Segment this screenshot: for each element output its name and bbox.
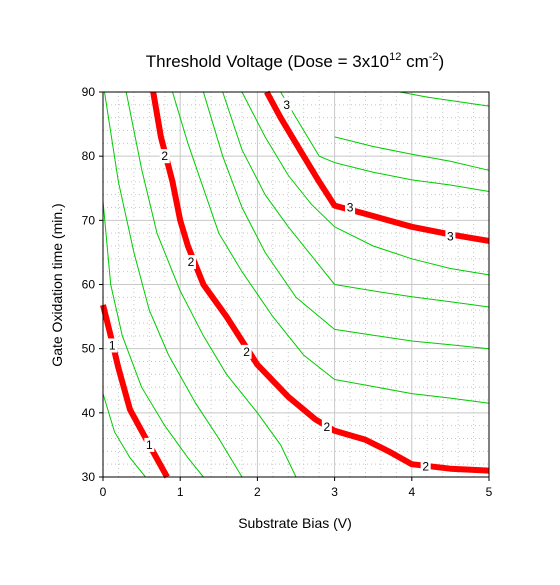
contour-label-bg bbox=[420, 459, 431, 474]
y-axis-ticks: 30 40 50 60 70 80 90 bbox=[82, 85, 103, 484]
y-tick-label: 80 bbox=[82, 149, 96, 163]
contour-label-text: 1 bbox=[109, 338, 116, 352]
minor-contour-line bbox=[334, 162, 490, 192]
minor-contour-line bbox=[241, 91, 335, 228]
contour-label-text: 2 bbox=[324, 420, 331, 434]
contour-label-bg bbox=[159, 149, 170, 164]
contour-label: 3 bbox=[445, 229, 456, 244]
y-tick-label: 60 bbox=[82, 278, 96, 292]
contour-label: 2 bbox=[241, 344, 252, 359]
chart-title-middle: cm bbox=[401, 52, 428, 71]
y-tick-label: 30 bbox=[82, 470, 96, 484]
contour-label-text: 2 bbox=[161, 149, 168, 163]
minor-contours bbox=[102, 91, 490, 478]
contour-label-text: 2 bbox=[422, 460, 429, 474]
contour-label-text: 2 bbox=[188, 255, 195, 269]
y-tick-label: 50 bbox=[82, 342, 96, 356]
minor-contour-line bbox=[172, 91, 335, 380]
contour-label: 2 bbox=[321, 419, 332, 434]
contour-label: 2 bbox=[159, 149, 170, 164]
x-tick-label: 1 bbox=[177, 485, 184, 499]
contour-label-bg bbox=[345, 200, 356, 215]
minor-contour-line bbox=[202, 91, 335, 330]
minor-contour-line bbox=[334, 328, 490, 350]
minor-contour-line bbox=[334, 379, 490, 404]
x-tick-label: 4 bbox=[408, 485, 415, 499]
x-axis-ticks: 0 1 2 3 4 5 bbox=[100, 477, 493, 499]
x-tick-label: 2 bbox=[254, 485, 261, 499]
minor-contour-line bbox=[104, 91, 243, 478]
minor-contour-line bbox=[125, 91, 297, 478]
chart-title-exponent-2: -2 bbox=[429, 51, 439, 63]
minor-contour-line bbox=[222, 91, 335, 285]
x-axis-title: Substrate Bias (V) bbox=[238, 515, 352, 531]
x-tick-label: 5 bbox=[486, 485, 493, 499]
chart-title-prefix: Threshold Voltage (Dose = 3x10 bbox=[146, 52, 389, 71]
minor-contour-line bbox=[334, 136, 490, 171]
contour-label: 2 bbox=[420, 459, 431, 474]
contour-line-3 bbox=[264, 90, 490, 244]
minor-contour-line bbox=[102, 201, 204, 478]
chart-title-suffix: ) bbox=[439, 52, 445, 71]
contour-label-bg bbox=[281, 97, 292, 112]
contour-label: 1 bbox=[144, 437, 155, 452]
y-tick-label: 90 bbox=[82, 85, 96, 99]
contour-label-bg bbox=[107, 338, 118, 353]
y-tick-label: 40 bbox=[82, 406, 96, 420]
contour-label: 3 bbox=[345, 200, 356, 215]
chart-title: Threshold Voltage (Dose = 3x1012 cm-2) bbox=[146, 51, 444, 71]
contour-label-text: 3 bbox=[447, 229, 454, 243]
y-tick-label: 70 bbox=[82, 213, 96, 227]
contour-label-bg bbox=[144, 437, 155, 452]
contour-label-text: 3 bbox=[347, 201, 354, 215]
y-axis-title: Gate Oxidation time (min.) bbox=[49, 203, 65, 366]
contour-label-bg bbox=[321, 419, 332, 434]
contour-line-2 bbox=[150, 91, 490, 474]
minor-contour-line bbox=[334, 226, 490, 276]
x-tick-label: 0 bbox=[100, 485, 107, 499]
chart-title-exponent-1: 12 bbox=[389, 51, 401, 63]
contour-label-bg bbox=[241, 344, 252, 359]
contour-label-text: 1 bbox=[146, 438, 153, 452]
contour-label: 3 bbox=[281, 97, 292, 112]
contour-label-text: 2 bbox=[243, 345, 250, 359]
minor-contour-line bbox=[400, 91, 490, 107]
contour-label-bg bbox=[445, 229, 456, 244]
contour-label-bg bbox=[186, 255, 197, 270]
minor-contour-line bbox=[102, 393, 146, 478]
contour-label: 1 bbox=[107, 338, 118, 353]
x-tick-label: 3 bbox=[331, 485, 338, 499]
contour-label-text: 3 bbox=[283, 98, 290, 112]
contour-labels: 1 1 2 2 2 2 2 3 3 3 bbox=[107, 97, 456, 474]
minor-contour-line bbox=[334, 284, 490, 308]
contour-label: 2 bbox=[186, 255, 197, 270]
